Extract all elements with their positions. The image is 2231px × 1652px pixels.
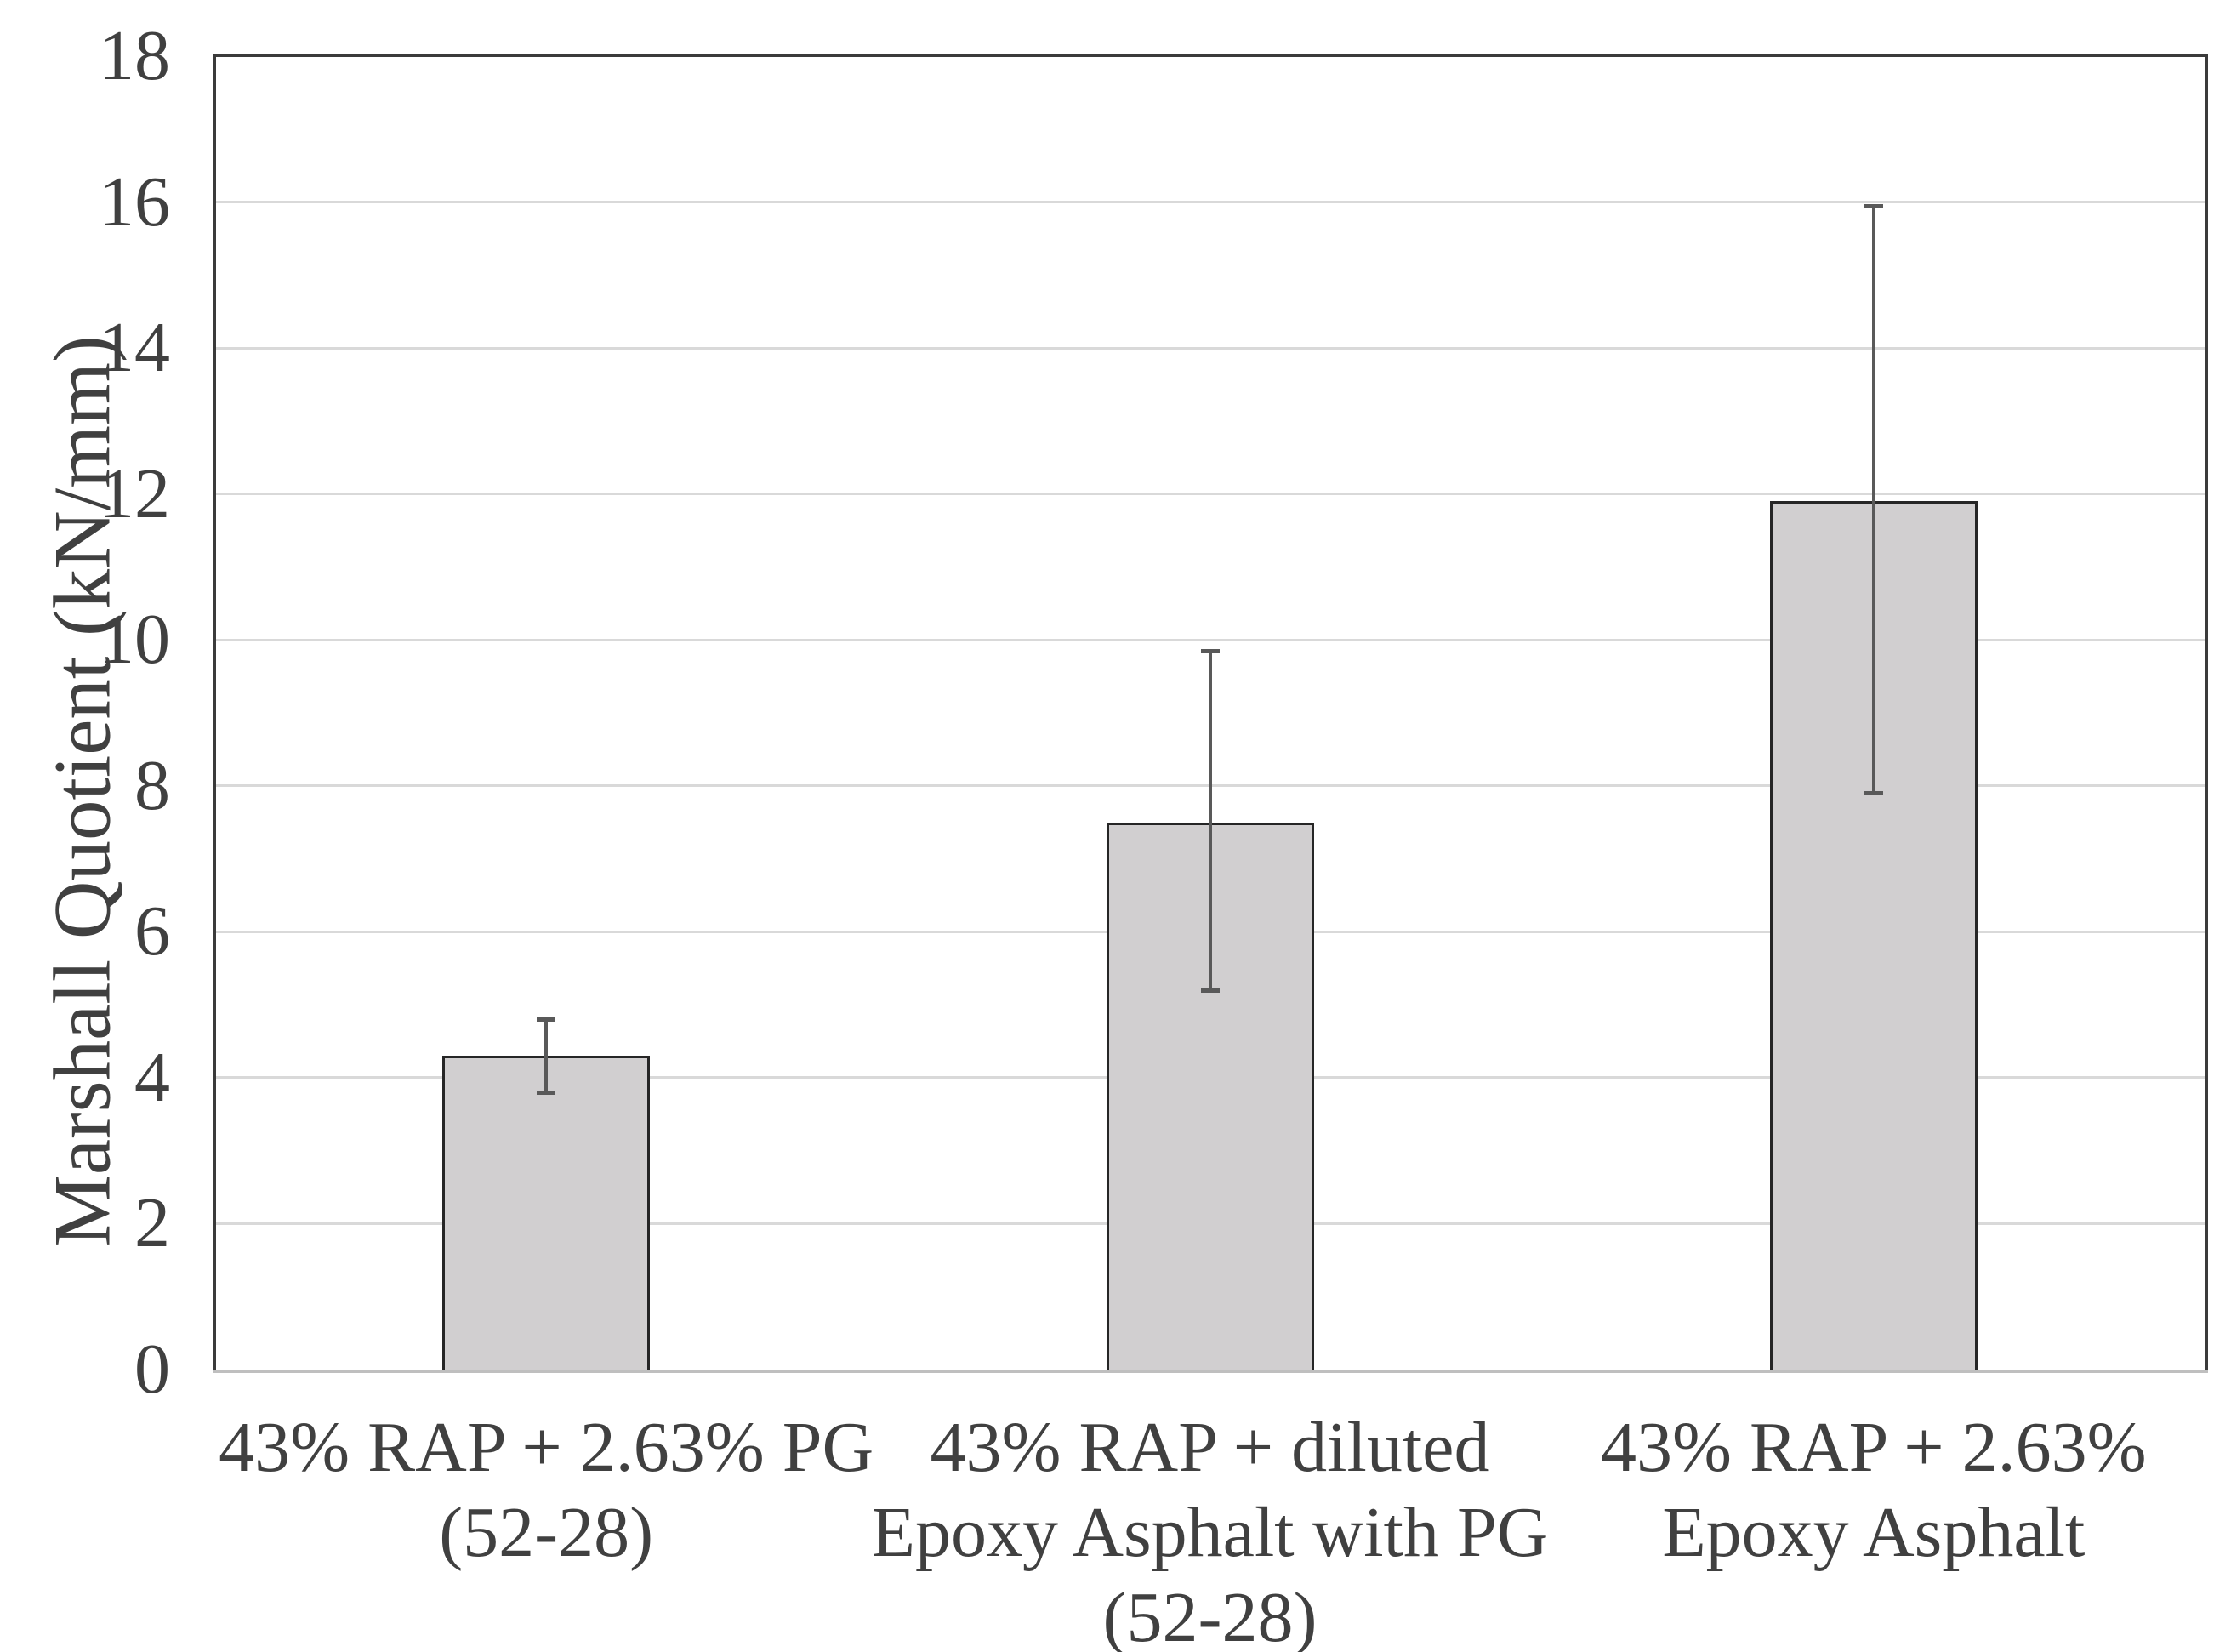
x-category-label-line: 43% RAP + diluted xyxy=(930,1408,1490,1487)
error-bar-cap-top-3 xyxy=(1864,203,1883,208)
error-bar-line-2 xyxy=(1208,651,1212,990)
x-category-label-line: 43% RAP + 2.63% xyxy=(1601,1408,2147,1487)
error-bar-cap-top-1 xyxy=(537,1017,556,1023)
y-tick-label-18: 18 xyxy=(99,16,170,95)
x-category-label-line: (52-28) xyxy=(439,1493,654,1572)
error-bar-cap-top-2 xyxy=(1200,649,1220,654)
y-tick-label-2: 2 xyxy=(134,1183,170,1263)
x-category-label-line: Epoxy Asphalt with PG xyxy=(871,1493,1549,1572)
x-category-label-line: 43% RAP + 2.63% PG xyxy=(219,1408,874,1487)
y-axis-line xyxy=(213,54,216,1371)
plot-border-right xyxy=(2205,54,2208,1371)
bar-2 xyxy=(1106,822,1314,1370)
bar-1 xyxy=(442,1056,651,1370)
y-tick-label-14: 14 xyxy=(99,308,170,388)
gridline-y-16 xyxy=(216,201,2205,204)
error-bar-cap-bottom-2 xyxy=(1200,988,1220,993)
y-tick-label-0: 0 xyxy=(134,1330,170,1409)
gridline-y-12 xyxy=(216,493,2205,496)
y-tick-label-4: 4 xyxy=(134,1037,170,1117)
x-category-label-1: 43% RAP + 2.63% PG (52-28) xyxy=(189,1405,903,1575)
x-axis-line xyxy=(213,1370,2208,1373)
error-bar-line-3 xyxy=(1871,205,1875,794)
gridline-y-10 xyxy=(216,638,2205,641)
y-tick-label-10: 10 xyxy=(99,600,170,680)
x-category-label-3: 43% RAP + 2.63% Epoxy Asphalt xyxy=(1517,1405,2231,1575)
error-bar-line-1 xyxy=(544,1019,549,1093)
y-tick-label-16: 16 xyxy=(99,162,170,242)
y-tick-label-6: 6 xyxy=(134,892,170,971)
error-bar-cap-bottom-1 xyxy=(537,1091,556,1096)
error-bar-cap-bottom-3 xyxy=(1864,791,1883,796)
y-tick-label-8: 8 xyxy=(134,745,170,825)
x-category-label-line: (52-28) xyxy=(1102,1578,1318,1652)
x-category-label-line: Epoxy Asphalt xyxy=(1662,1493,2086,1572)
y-tick-label-12: 12 xyxy=(99,453,170,533)
plot-border-top xyxy=(213,54,2208,57)
x-category-label-2: 43% RAP + diluted Epoxy Asphalt with PG (5… xyxy=(853,1405,1568,1652)
gridline-y-14 xyxy=(216,346,2205,350)
